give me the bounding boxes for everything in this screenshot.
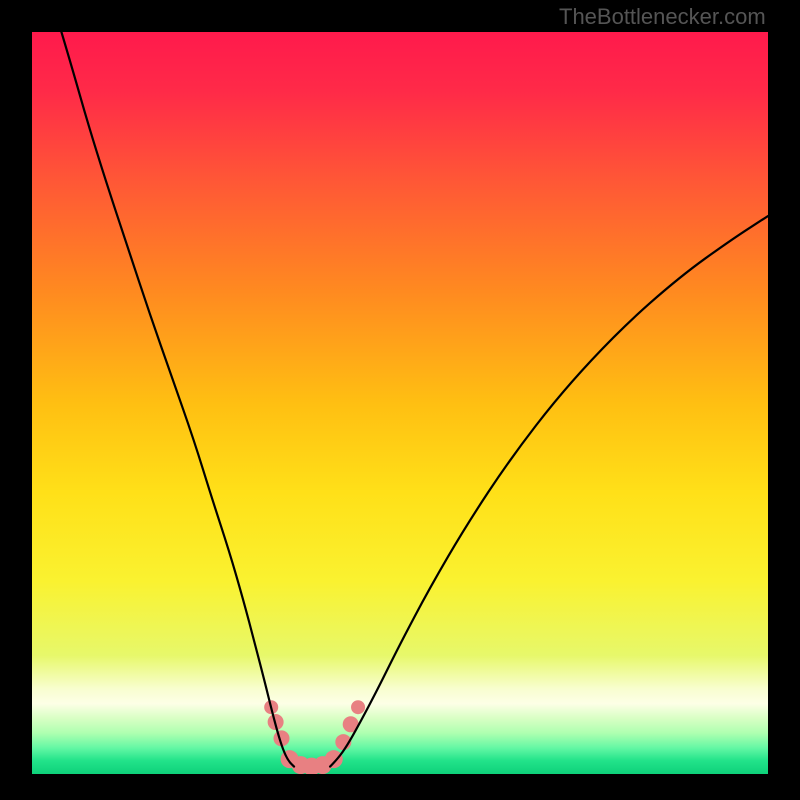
stage: TheBottlenecker.com [0, 0, 800, 800]
bead-marker [325, 750, 343, 768]
chart-svg [32, 32, 768, 774]
bottleneck-chart [32, 32, 768, 774]
curve-right [330, 216, 768, 767]
bead-marker [351, 700, 365, 714]
watermark-text: TheBottlenecker.com [559, 4, 766, 30]
curve-left [61, 32, 294, 767]
